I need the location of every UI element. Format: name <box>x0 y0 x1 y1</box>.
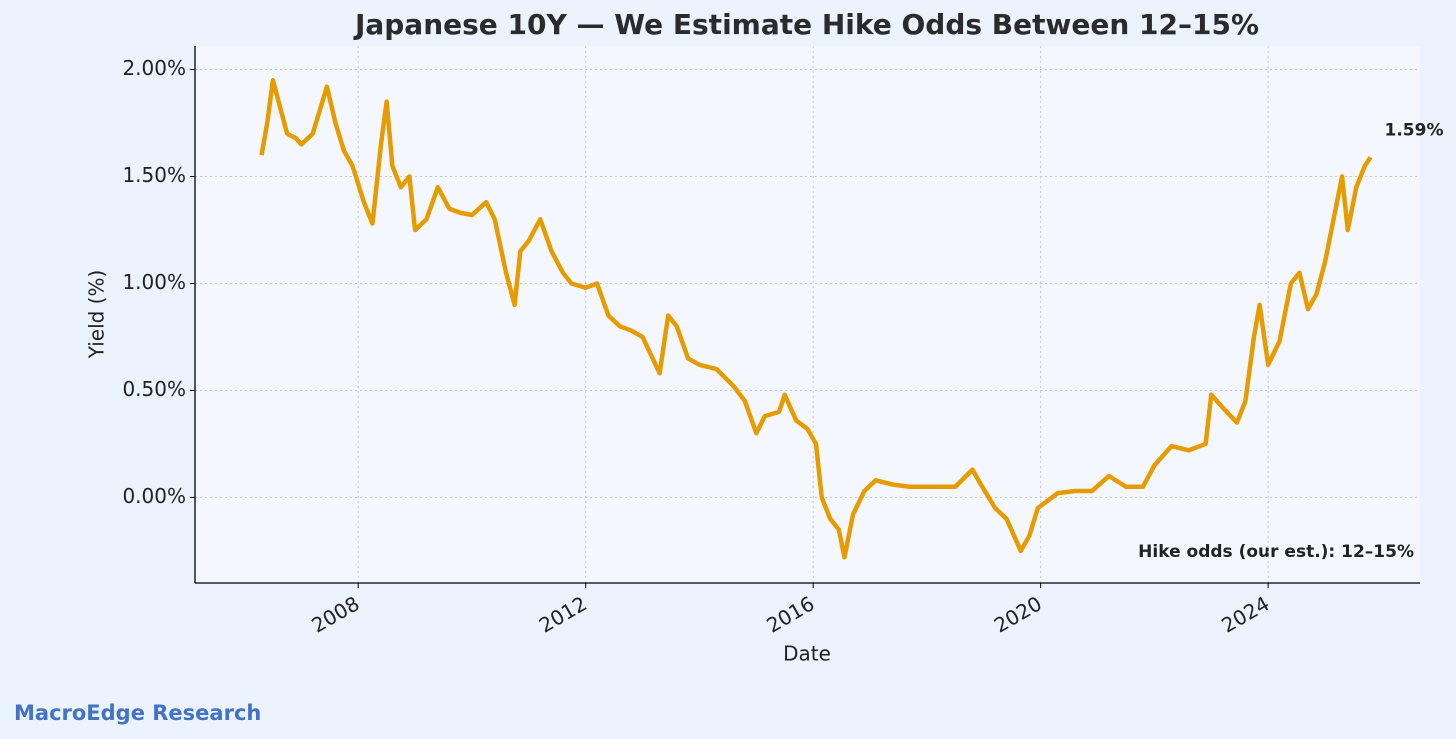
x-tick-label: 2020 <box>990 591 1046 637</box>
y-tick-label: 2.00% <box>122 56 186 80</box>
plot-area <box>195 46 1420 583</box>
last-value-label: 1.59% <box>1385 120 1444 140</box>
source: MacroEdge Research <box>14 701 261 725</box>
x-tick-label: 2016 <box>762 591 818 637</box>
x-tick-label: 2008 <box>307 591 363 637</box>
y-tick-label: 0.00% <box>122 484 186 508</box>
x-tick-label: 2012 <box>535 591 591 637</box>
y-tick-label: 1.00% <box>122 270 186 294</box>
chart-title: Japanese 10Y — We Estimate Hike Odds Bet… <box>353 8 1259 41</box>
x-axis-label: Date <box>783 642 831 666</box>
y-axis-label: Yield (%) <box>85 270 109 360</box>
annotation: Hike odds (our est.): 12–15% <box>1138 542 1414 562</box>
line-series <box>259 77 1373 560</box>
y-tick-label: 1.50% <box>122 163 186 187</box>
x-tick-label: 2024 <box>1217 591 1273 637</box>
y-tick-label: 0.50% <box>122 377 186 401</box>
